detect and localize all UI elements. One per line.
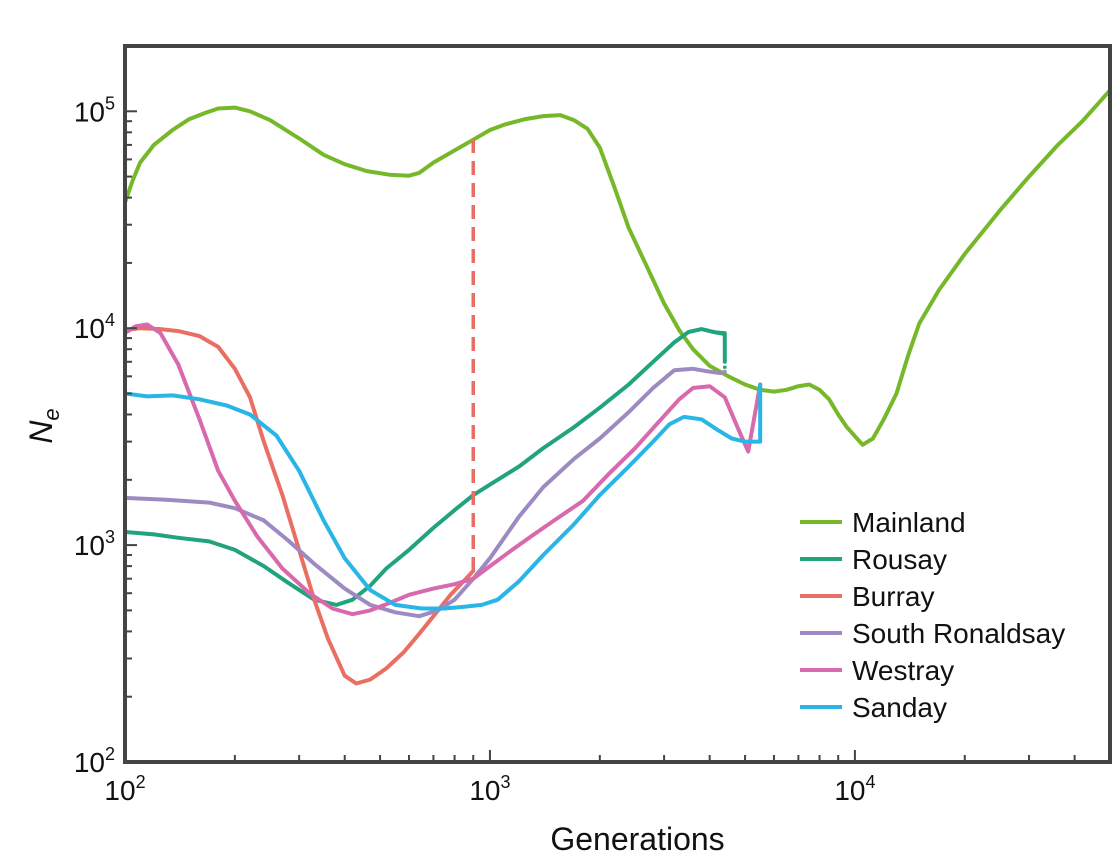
y-tick-label: 103 (74, 527, 115, 561)
y-axis-title: Ne (23, 408, 64, 443)
x-tick-label: 104 (834, 772, 875, 806)
legend-label-mainland: Mainland (852, 507, 966, 538)
y-tick-label-exponent: 5 (105, 93, 115, 113)
x-tick-label-exponent: 3 (501, 772, 511, 792)
y-axis-title-subscript: e (39, 408, 64, 420)
dashed-marker-rousay (713, 330, 727, 369)
y-tick-label-exponent: 3 (105, 527, 115, 547)
annotation-layer (471, 139, 762, 571)
y-tick-label-exponent: 4 (105, 310, 115, 330)
y-tick-label: 104 (74, 310, 115, 344)
series-layer (125, 88, 1110, 686)
y-tick-label: 105 (74, 93, 115, 127)
y-tick-label-base: 10 (74, 313, 105, 344)
series-line-westray (125, 322, 763, 617)
plot-frame (123, 44, 1112, 764)
series-line-sanday (125, 382, 763, 611)
series-line-rousay (125, 327, 727, 607)
y-tick-label-base: 10 (74, 96, 105, 127)
x-tick-label-exponent: 2 (136, 772, 146, 792)
x-tick-label-base: 10 (104, 775, 135, 806)
x-axis-title: Generations (550, 821, 724, 854)
x-tick-label: 103 (469, 772, 510, 806)
y-tick-label: 102 (74, 744, 115, 778)
y-axis-title-text: Ne (23, 408, 64, 443)
y-tick-label-exponent: 2 (105, 744, 115, 764)
y-tick-label-base: 10 (74, 530, 105, 561)
legend: Mainland Rousay Burray South Ronaldsay Westr… (800, 507, 1065, 723)
legend-label-south-ronaldsay: South Ronaldsay (852, 618, 1065, 649)
x-tick-label: 102 (104, 772, 145, 806)
series-line-burray (125, 326, 476, 686)
x-tick-label-base: 10 (469, 775, 500, 806)
legend-label-rousay: Rousay (852, 544, 947, 575)
legend-label-sanday: Sanday (852, 692, 947, 723)
x-tick-label-exponent: 4 (865, 772, 875, 792)
series-line-south-ronaldsay (125, 366, 727, 619)
x-tick-label-base: 10 (834, 775, 865, 806)
series-line-mainland (125, 88, 1110, 447)
legend-label-burray: Burray (852, 581, 934, 612)
legend-label-westray: Westray (852, 655, 954, 686)
y-axis-title-main: N (23, 420, 59, 444)
y-tick-label-base: 10 (74, 747, 105, 778)
